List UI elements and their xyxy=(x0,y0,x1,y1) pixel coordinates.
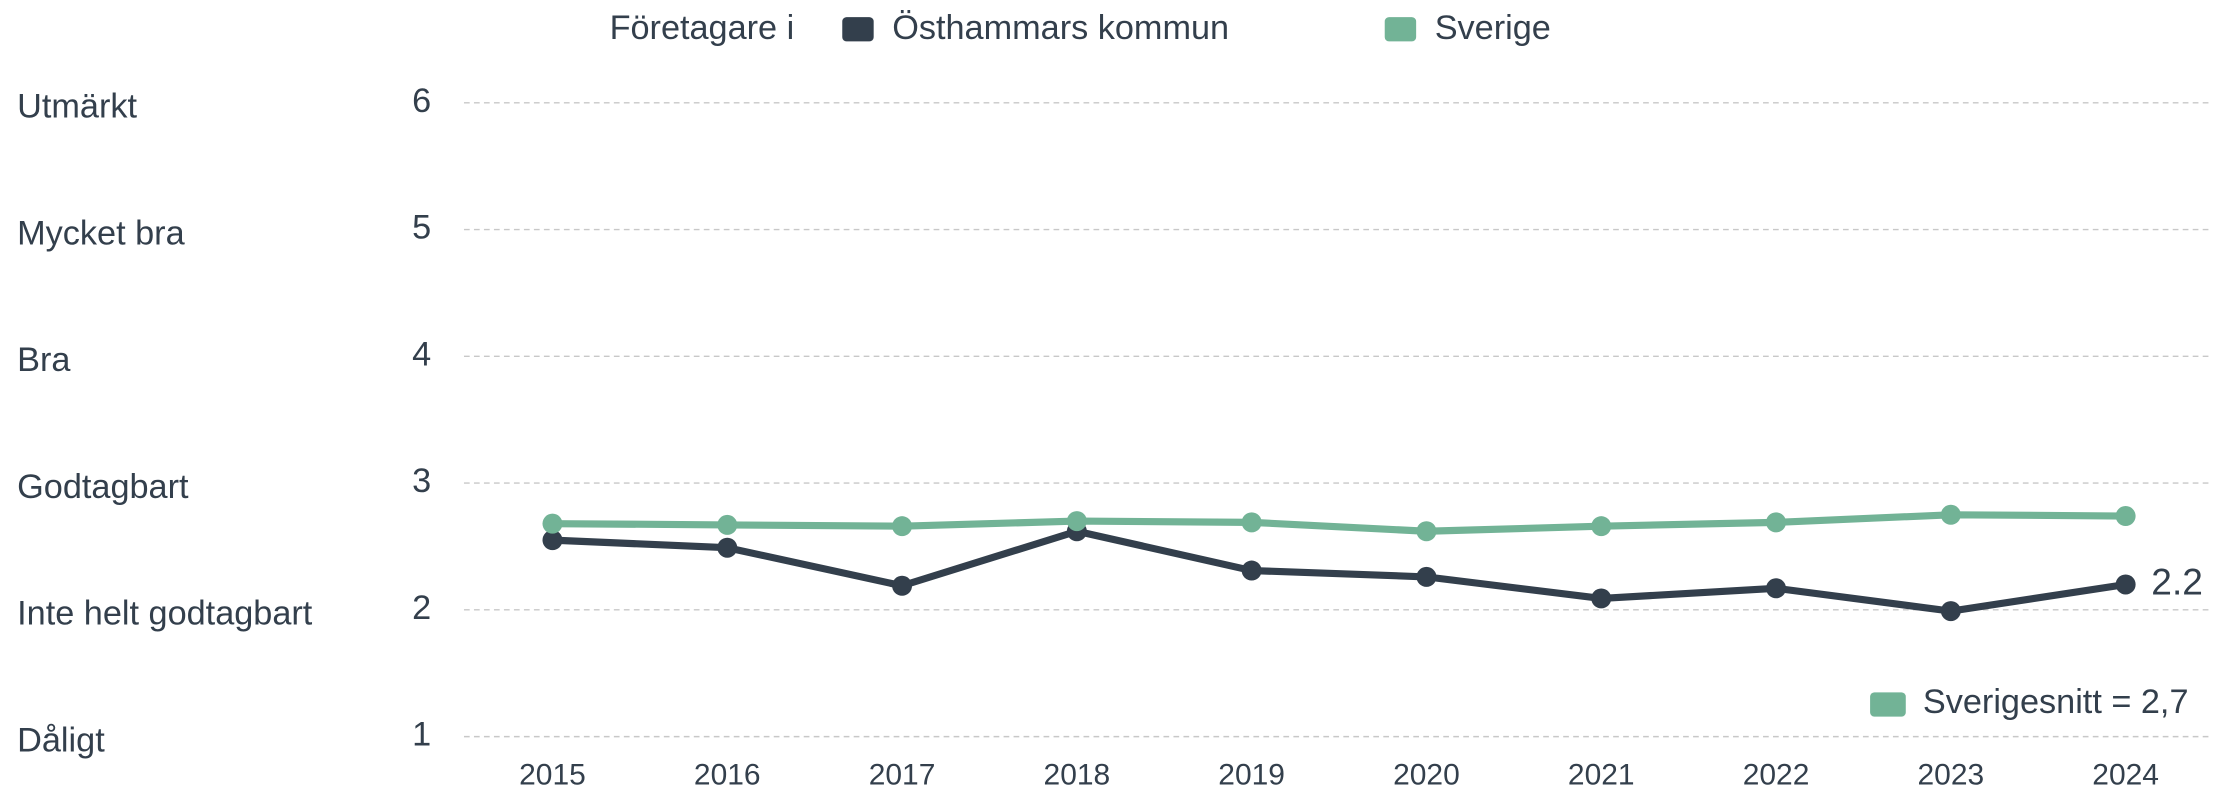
y-tick-label: 4 xyxy=(412,335,431,373)
data-point xyxy=(2115,574,2136,595)
y-category-label: Dåligt xyxy=(17,721,105,759)
annotation: Sverigesnitt = 2,7 xyxy=(1923,683,2189,721)
y-category-label: Inte helt godtagbart xyxy=(17,595,313,633)
legend-swatch xyxy=(842,17,874,42)
data-point xyxy=(1591,516,1612,537)
series-line xyxy=(552,511,2126,535)
legend-swatch xyxy=(1384,17,1417,42)
legend-label: Östhammars kommun xyxy=(892,9,1229,47)
x-tick-label: 2020 xyxy=(1393,759,1460,787)
x-tick-label: 2019 xyxy=(1218,759,1285,787)
data-point xyxy=(542,513,563,534)
data-point xyxy=(1766,512,1787,533)
data-point xyxy=(892,575,913,596)
annotation-swatch xyxy=(1870,692,1906,717)
y-category-label: Mycket bra xyxy=(17,214,185,252)
x-tick-label: 2015 xyxy=(519,759,586,787)
x-tick-label: 2024 xyxy=(2092,759,2159,787)
data-point xyxy=(542,530,563,551)
x-tick-label: 2021 xyxy=(1568,759,1635,787)
y-tick-label: 2 xyxy=(412,589,431,627)
x-tick-label: 2023 xyxy=(1917,759,1984,787)
data-point xyxy=(1066,511,1087,532)
x-tick-label: 2018 xyxy=(1044,759,1111,787)
data-point xyxy=(1416,521,1437,542)
y-tick-label: 3 xyxy=(412,462,431,500)
y-category-label: Godtagbart xyxy=(17,468,189,506)
data-point xyxy=(1416,566,1437,587)
data-point xyxy=(1940,601,1961,622)
data-point xyxy=(717,537,738,558)
y-category-label: Utmärkt xyxy=(17,88,137,126)
data-point xyxy=(1940,504,1961,525)
x-tick-label: 2022 xyxy=(1743,759,1810,787)
y-tick-label: 6 xyxy=(412,82,431,120)
data-point xyxy=(717,514,738,535)
data-point xyxy=(1591,588,1612,609)
x-tick-label: 2016 xyxy=(694,759,761,787)
data-point xyxy=(1241,560,1262,581)
legend-label: Sverige xyxy=(1435,9,1551,47)
legend-prefix: Företagare i xyxy=(610,9,795,47)
y-category-label: Bra xyxy=(17,341,71,379)
data-point xyxy=(1241,512,1262,533)
value-label: 2.2 xyxy=(2151,560,2203,602)
y-tick-label: 1 xyxy=(412,716,431,754)
data-point xyxy=(1766,578,1787,599)
series-line xyxy=(552,527,2127,615)
data-point xyxy=(892,516,913,537)
x-tick-label: 2017 xyxy=(869,759,936,787)
y-tick-label: 5 xyxy=(412,209,431,247)
data-point xyxy=(2115,506,2136,527)
